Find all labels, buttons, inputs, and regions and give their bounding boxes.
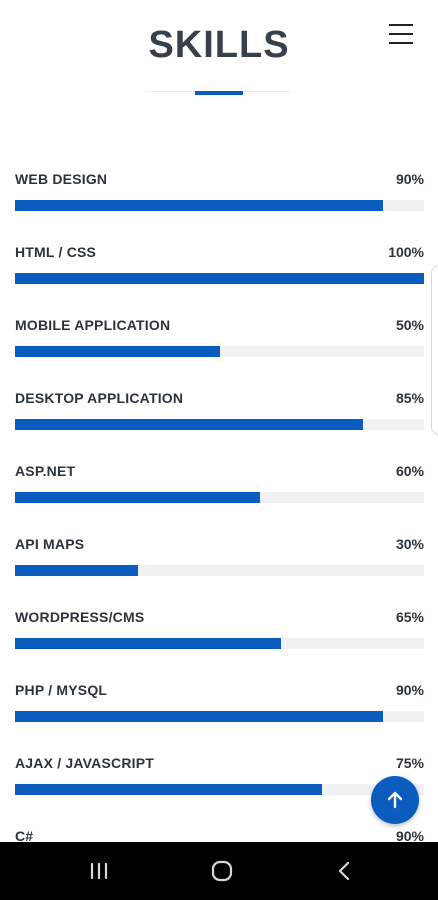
skill-percent: 30% [395, 536, 424, 552]
skill-name: PHP / MYSQL [15, 682, 108, 698]
skill-name: ASP.NET [15, 463, 76, 479]
skill-progress-fill [15, 346, 220, 357]
skill-progress-fill [15, 711, 384, 722]
hamburger-menu-icon[interactable] [389, 22, 415, 46]
skill-percent: 60% [395, 463, 424, 479]
skill-progress-track [15, 565, 424, 576]
skill-item: WEB DESIGN 90% [15, 171, 424, 217]
skill-name: C# [15, 828, 34, 842]
skill-percent: 85% [395, 390, 424, 406]
skill-progress-fill [15, 419, 363, 430]
edge-panel-handle[interactable] [431, 265, 438, 435]
page-header: SKILLS [0, 0, 438, 120]
skill-progress-track [15, 346, 424, 357]
skill-progress-track [15, 273, 424, 284]
skill-progress-fill [15, 492, 261, 503]
skill-progress-track [15, 419, 424, 430]
skill-percent: 90% [395, 171, 424, 187]
skill-progress-fill [15, 784, 322, 795]
back-icon[interactable] [330, 856, 360, 886]
skill-progress-fill [15, 273, 424, 284]
arrow-up-icon [387, 791, 403, 809]
skill-name: WEB DESIGN [15, 171, 108, 187]
skill-item: API MAPS 30% [15, 536, 424, 582]
skill-name: DESKTOP APPLICATION [15, 390, 184, 406]
skill-name: MOBILE APPLICATION [15, 317, 171, 333]
skill-item: DESKTOP APPLICATION 85% [15, 390, 424, 436]
skill-percent: 90% [395, 682, 424, 698]
skill-item: AJAX / JAVASCRIPT 75% [15, 755, 424, 801]
skill-name: WORDPRESS/CMS [15, 609, 145, 625]
skill-progress-fill [15, 638, 281, 649]
skill-percent: 90% [395, 828, 424, 842]
skill-item: WORDPRESS/CMS 65% [15, 609, 424, 655]
home-icon[interactable] [207, 856, 237, 886]
skill-percent: 65% [395, 609, 424, 625]
skill-progress-track [15, 638, 424, 649]
skill-name: HTML / CSS [15, 244, 97, 260]
skills-list: WEB DESIGN 90% HTML / CSS 100% MOBILE AP… [15, 171, 424, 842]
skill-name: AJAX / JAVASCRIPT [15, 755, 155, 771]
skill-item: C# 90% [15, 828, 424, 842]
skill-percent: 75% [395, 755, 424, 771]
skill-percent: 100% [388, 244, 424, 260]
skill-percent: 50% [395, 317, 424, 333]
scroll-to-top-button[interactable] [371, 776, 419, 824]
title-underline-accent [195, 91, 243, 95]
skill-progress-track [15, 711, 424, 722]
skill-progress-track [15, 200, 424, 211]
skill-item: HTML / CSS 100% [15, 244, 424, 290]
skill-progress-fill [15, 565, 138, 576]
android-navigation-bar [0, 842, 438, 900]
skill-progress-track [15, 492, 424, 503]
skill-name: API MAPS [15, 536, 85, 552]
skill-item: MOBILE APPLICATION 50% [15, 317, 424, 363]
skill-item: ASP.NET 60% [15, 463, 424, 509]
recent-apps-icon[interactable] [84, 856, 114, 886]
skill-progress-fill [15, 200, 384, 211]
skill-progress-track [15, 784, 424, 795]
page-title: SKILLS [148, 24, 290, 66]
skill-item: PHP / MYSQL 90% [15, 682, 424, 728]
